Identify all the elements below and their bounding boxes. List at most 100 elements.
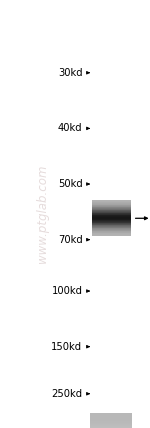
Bar [92, 203, 130, 204]
Bar [92, 214, 130, 215]
Bar [90, 414, 132, 422]
Bar [90, 414, 132, 422]
Bar [92, 220, 130, 221]
Bar [92, 206, 130, 208]
Bar [90, 417, 132, 425]
Bar [90, 414, 132, 422]
Bar [90, 415, 132, 423]
Bar [92, 211, 130, 212]
Bar [90, 416, 132, 423]
Bar [90, 416, 132, 423]
Bar [90, 419, 132, 427]
Bar [92, 228, 130, 229]
Bar [92, 205, 130, 206]
Bar [92, 214, 130, 215]
Bar [90, 416, 132, 424]
Bar [92, 209, 130, 211]
Bar [92, 230, 130, 231]
Bar [92, 215, 130, 216]
Bar [90, 413, 132, 421]
Bar [90, 417, 132, 425]
Bar [90, 418, 132, 425]
Bar [92, 235, 130, 236]
Bar [90, 416, 132, 423]
Bar [90, 419, 132, 426]
Bar [92, 201, 130, 202]
Bar [92, 232, 130, 233]
Bar [92, 221, 130, 223]
Bar [90, 419, 132, 426]
Bar [92, 218, 130, 219]
Bar [92, 221, 130, 222]
Bar [90, 420, 132, 428]
Bar [92, 229, 130, 231]
Bar [90, 414, 132, 422]
Bar [92, 203, 130, 205]
Text: www.ptglab.com: www.ptglab.com [36, 165, 48, 263]
Bar [90, 418, 132, 426]
Bar [90, 416, 132, 424]
Bar [90, 419, 132, 427]
Bar [90, 420, 132, 428]
Text: 100kd: 100kd [51, 286, 82, 296]
Bar [92, 231, 130, 232]
Bar [92, 207, 130, 208]
Bar [90, 413, 132, 421]
Bar [90, 417, 132, 424]
Bar [90, 419, 132, 427]
Bar [92, 226, 130, 228]
Bar [90, 420, 132, 428]
Bar [92, 234, 130, 235]
Bar [90, 417, 132, 425]
Bar [90, 416, 132, 424]
Bar [90, 415, 132, 423]
Bar [90, 416, 132, 423]
Bar [90, 420, 132, 428]
Bar [92, 210, 130, 211]
Bar [92, 208, 130, 209]
Text: 30kd: 30kd [58, 68, 82, 78]
Bar [90, 415, 132, 422]
Bar [90, 418, 132, 426]
Bar [90, 419, 132, 426]
Bar [90, 415, 132, 422]
Text: 70kd: 70kd [58, 235, 82, 245]
Bar [90, 420, 132, 428]
Text: 250kd: 250kd [51, 389, 82, 399]
Bar [92, 224, 130, 226]
Bar [90, 416, 132, 424]
Bar [90, 418, 132, 425]
Text: 40kd: 40kd [58, 123, 82, 134]
Text: 50kd: 50kd [58, 179, 82, 189]
Bar [92, 204, 130, 205]
Bar [90, 418, 132, 425]
Bar [92, 222, 130, 223]
Bar [92, 205, 130, 207]
Bar [90, 415, 132, 423]
Bar [92, 211, 130, 213]
Bar [90, 419, 132, 427]
Bar [92, 219, 130, 220]
Bar [92, 225, 130, 226]
Bar [90, 419, 132, 426]
Bar [90, 414, 132, 421]
Bar [92, 202, 130, 203]
Bar [90, 418, 132, 425]
Bar [92, 217, 130, 218]
Bar [92, 232, 130, 233]
Bar [92, 223, 130, 224]
Bar [90, 416, 132, 424]
Bar [90, 420, 132, 427]
Bar [92, 216, 130, 217]
Bar [92, 227, 130, 229]
Bar [90, 419, 132, 426]
Bar [92, 212, 130, 213]
Bar [90, 414, 132, 422]
Bar [90, 416, 132, 424]
Bar [90, 419, 132, 427]
Bar [90, 413, 132, 421]
Bar [90, 417, 132, 425]
Bar [92, 201, 130, 202]
Bar [92, 233, 130, 234]
Bar [90, 419, 132, 427]
